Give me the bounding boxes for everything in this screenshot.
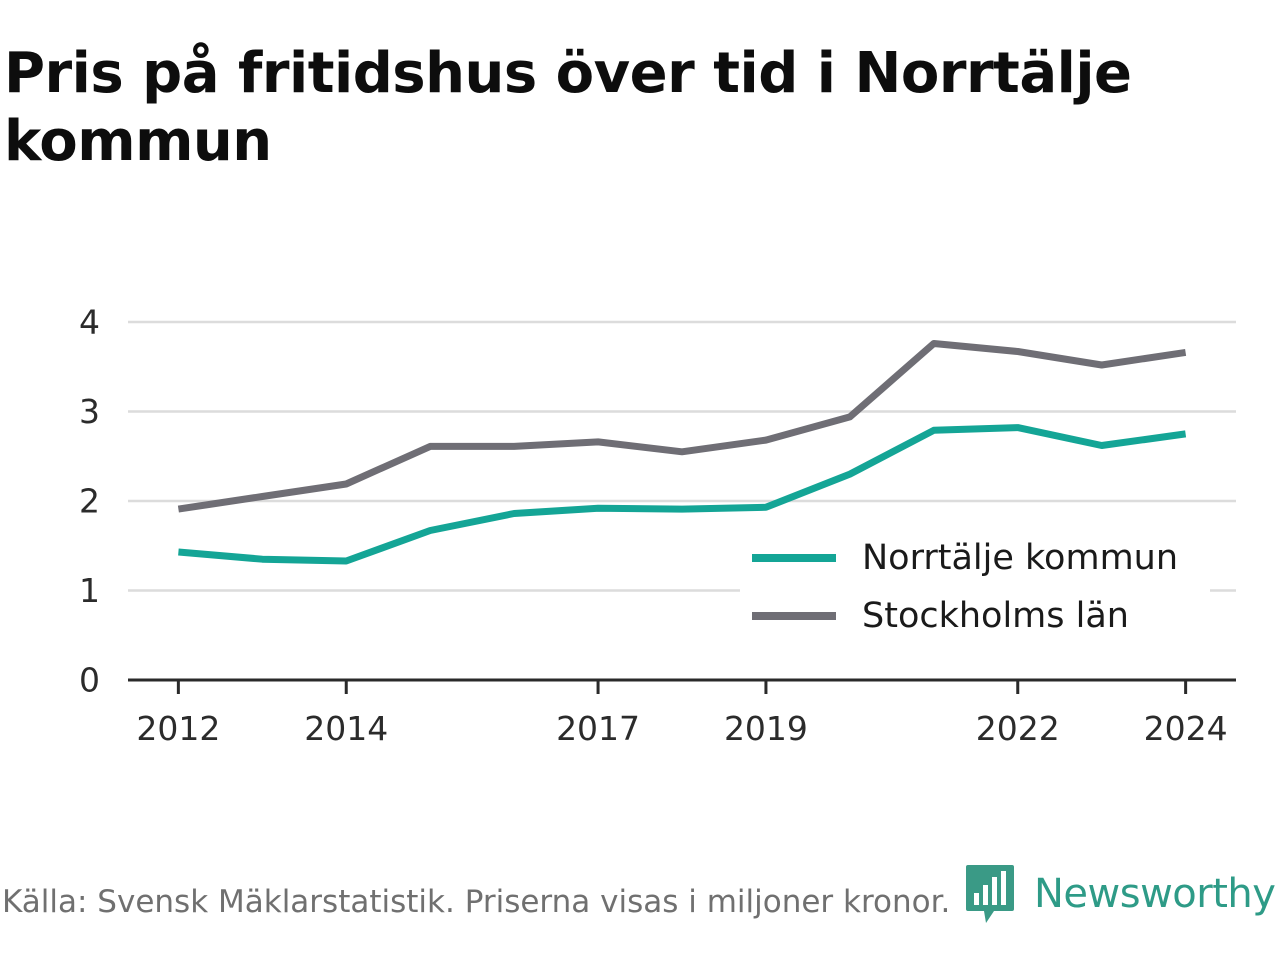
x-tick-label: 2019 <box>724 709 808 748</box>
brand-name: Newsworthy <box>1034 871 1276 917</box>
x-tick-label: 2012 <box>136 709 220 748</box>
x-tick-label: 2024 <box>1144 709 1228 748</box>
series-lines <box>177 340 1187 565</box>
y-tick-label: 3 <box>79 392 100 431</box>
source-note: Källa: Svensk Mäklarstatistik. Priserna … <box>2 884 951 920</box>
y-tick-label: 0 <box>79 661 100 700</box>
y-tick-label: 1 <box>79 571 100 610</box>
legend: Norrtälje kommun Stockholms län <box>740 528 1210 648</box>
series-line-0 <box>178 424 1187 565</box>
y-tick-label: 4 <box>79 303 100 342</box>
bar-chart-speech-bubble-icon <box>966 865 1014 923</box>
y-tick-label: 2 <box>79 482 100 521</box>
x-axis: 2012 2014 2017 2019 2022 2024 <box>128 678 1236 748</box>
chart-title: Pris på fritidshus över tid i Norrtälje … <box>4 41 1132 174</box>
legend-background <box>740 528 1210 648</box>
x-tick-label: 2017 <box>556 709 640 748</box>
series-line-1 <box>177 340 1187 513</box>
brand-logo: Newsworthy <box>964 862 1276 926</box>
x-tick-label: 2022 <box>976 709 1060 748</box>
x-tick-label: 2014 <box>304 709 388 748</box>
legend-label: Stockholms län <box>862 596 1129 636</box>
legend-label: Norrtälje kommun <box>862 538 1178 578</box>
